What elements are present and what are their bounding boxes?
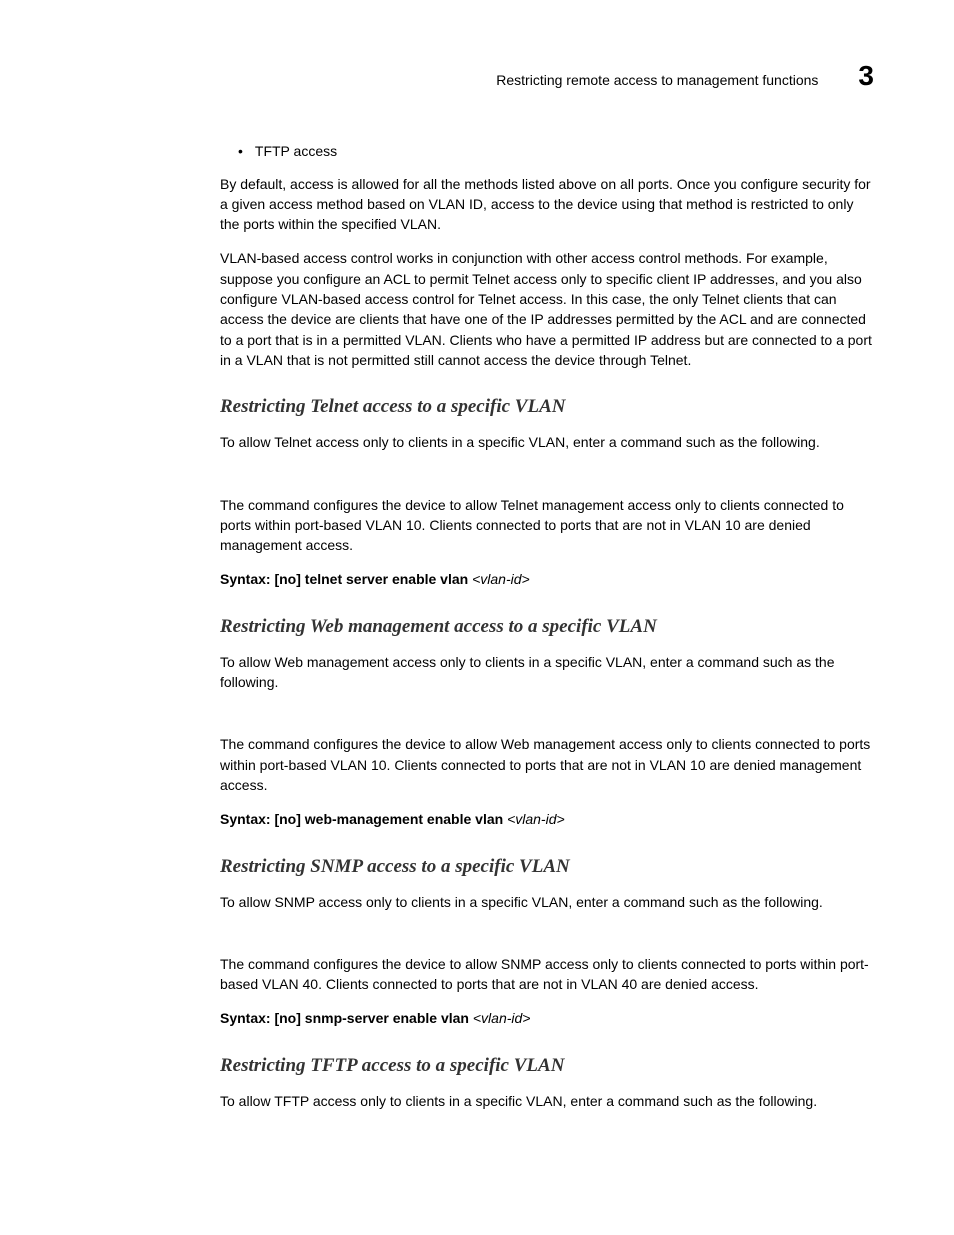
page-header: Restricting remote access to management … [220,60,874,92]
bullet-item: • TFTP access [238,142,874,162]
syntax-label: Syntax: [220,811,274,827]
syntax-cmd: [no] telnet server enable vlan [274,571,472,587]
section-telnet-p1: To allow Telnet access only to clients i… [220,432,874,452]
syntax-cmd: [no] snmp-server enable vlan [274,1010,472,1026]
page-content: Restricting remote access to management … [0,0,954,1185]
section-snmp-p2: The command configures the device to all… [220,954,874,995]
section-web-p1: To allow Web management access only to c… [220,652,874,693]
syntax-var: <vlan-id> [472,571,530,587]
section-tftp-p1: To allow TFTP access only to clients in … [220,1091,874,1111]
section-telnet-p2: The command configures the device to all… [220,495,874,556]
spacing [220,467,874,495]
section-heading-snmp: Restricting SNMP access to a specific VL… [220,856,874,878]
section-heading-telnet: Restricting Telnet access to a specific … [220,396,874,418]
section-heading-web: Restricting Web management access to a s… [220,616,874,638]
syntax-web: Syntax: [no] web-management enable vlan … [220,809,874,829]
section-heading-tftp: Restricting TFTP access to a specific VL… [220,1055,874,1077]
running-title: Restricting remote access to management … [496,72,818,88]
syntax-label: Syntax: [220,571,274,587]
chapter-number: 3 [858,60,874,92]
intro-paragraph-2: VLAN-based access control works in conju… [220,248,874,370]
syntax-var: <vlan-id> [473,1010,531,1026]
syntax-telnet: Syntax: [no] telnet server enable vlan <… [220,569,874,589]
spacing [220,926,874,954]
bullet-text: TFTP access [255,142,337,162]
section-web-p2: The command configures the device to all… [220,734,874,795]
syntax-cmd: [no] web-management enable vlan [274,811,507,827]
syntax-label: Syntax: [220,1010,274,1026]
spacing [220,706,874,734]
bullet-marker: • [238,142,243,162]
intro-paragraph-1: By default, access is allowed for all th… [220,174,874,235]
section-snmp-p1: To allow SNMP access only to clients in … [220,892,874,912]
syntax-var: <vlan-id> [507,811,565,827]
syntax-snmp: Syntax: [no] snmp-server enable vlan <vl… [220,1008,874,1028]
